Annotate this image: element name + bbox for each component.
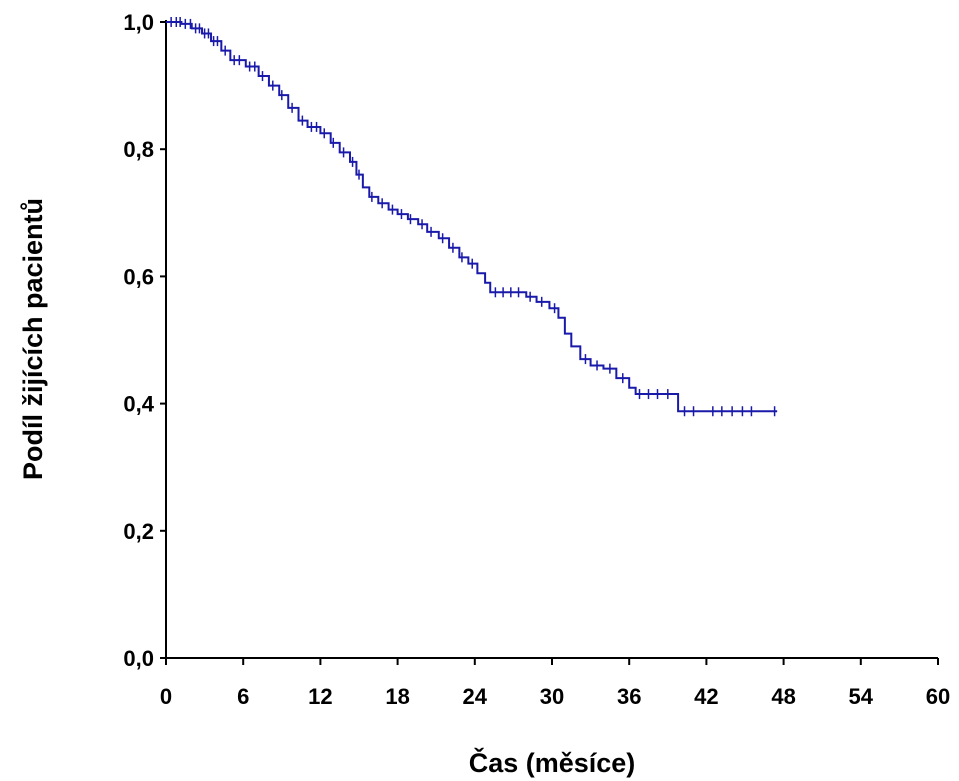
y-axis-title: Podíl žijících pacientů	[18, 198, 48, 480]
x-tick-label: 54	[849, 684, 874, 709]
x-axis-title: Čas (měsíce)	[469, 747, 636, 778]
x-tick-label: 30	[540, 684, 564, 709]
survival-curve	[166, 21, 778, 413]
x-tick-label: 36	[617, 684, 641, 709]
x-tick-label: 42	[694, 684, 718, 709]
y-tick-label: 0,0	[123, 646, 154, 671]
x-axis-ticks: 0 6 12 18 24 30 36 42 48 54 60	[160, 658, 950, 709]
y-tick-label: 0,4	[123, 392, 154, 417]
y-tick-label: 0,6	[123, 264, 154, 289]
y-tick-label: 0,2	[123, 519, 154, 544]
plot-area: 0,0 0,2 0,4 0,6 0,8 1,0 0 6 12 18 24 30 36 42 48 54 60	[123, 10, 950, 709]
x-tick-label: 60	[926, 684, 950, 709]
x-tick-label: 24	[463, 684, 488, 709]
x-tick-label: 0	[160, 684, 172, 709]
x-tick-label: 48	[771, 684, 795, 709]
x-tick-label: 6	[237, 684, 249, 709]
y-tick-label: 0,8	[123, 137, 154, 162]
x-tick-label: 12	[308, 684, 332, 709]
y-axis-ticks: 0,0 0,2 0,4 0,6 0,8 1,0	[123, 10, 166, 671]
censor-marks	[170, 17, 776, 417]
x-tick-label: 18	[385, 684, 409, 709]
y-tick-label: 1,0	[123, 10, 154, 35]
